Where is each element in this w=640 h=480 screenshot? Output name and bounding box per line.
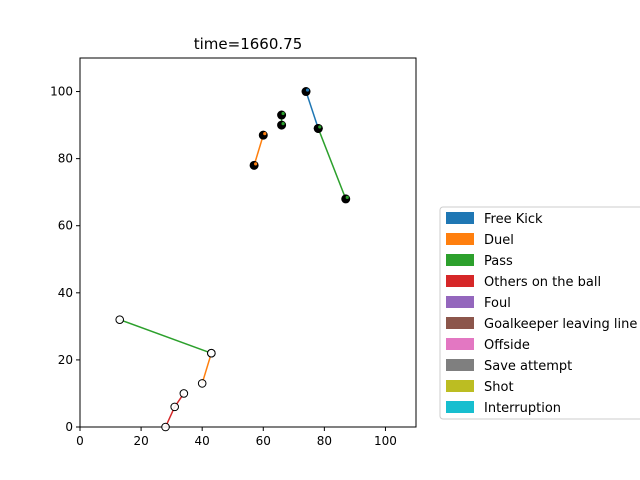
y-tick-label: 80 [58,152,73,166]
data-point [301,87,311,97]
data-point-accent [263,132,267,136]
legend-label: Pass [484,254,513,269]
legend-swatch [446,275,474,287]
event-line [119,318,212,354]
legend-label: Shot [484,380,514,395]
data-point [197,379,207,388]
x-tick-label: 20 [133,434,148,448]
legend-swatch [446,380,474,392]
event-line [201,352,213,384]
data-point [115,315,125,324]
data-point [170,402,179,412]
legend-swatch [446,212,474,224]
legend-label: Free Kick [484,212,543,227]
legend-swatch [446,254,474,266]
data-point-accent [281,121,285,126]
chart-title: time=1660.75 [194,35,303,53]
legend-label: Others on the ball [484,275,601,290]
legend-label: Goalkeeper leaving line [484,317,637,332]
x-tick-label: 0 [76,434,84,448]
data-point [258,130,268,140]
y-tick-label: 20 [58,353,73,367]
y-tick-label: 0 [65,420,73,434]
data-point-accent [281,111,285,116]
legend-swatch [446,317,474,329]
data-point [179,389,189,398]
event-lines [119,91,347,428]
legend-swatch [446,338,474,350]
data-point-accent [318,125,322,129]
x-tick-label: 60 [256,434,271,448]
event-points [115,87,351,432]
y-tick-label: 40 [58,286,73,300]
legend-swatch [446,233,474,245]
legend-swatch [446,401,474,413]
x-tick-label: 80 [317,434,332,448]
data-point [341,194,351,204]
y-axis: 0 20 40 60 80 100 [50,85,80,434]
data-point [161,422,170,432]
legend-label: Interruption [484,401,561,416]
data-point [313,123,323,133]
data-point-accent [345,195,349,199]
event-line [253,134,264,166]
x-axis: 0 20 40 60 80 100 [76,427,397,448]
data-point [207,348,216,358]
legend: Free Kick Duel Pass Others on the ball Foul G… [439,206,640,420]
y-tick-label: 60 [58,219,73,233]
x-tick-label: 100 [374,434,397,448]
legend-label: Duel [484,233,514,248]
data-point [277,120,287,130]
x-tick-label: 40 [195,434,210,448]
legend-label: Save attempt [484,359,572,374]
data-point-accent [305,88,310,92]
plot-frame [79,57,417,428]
data-point [277,110,287,120]
event-line [317,128,347,200]
data-point [249,160,259,170]
legend-swatch [446,359,474,371]
legend-label: Foul [484,296,511,311]
legend-label: Offside [484,338,530,353]
data-point-accent [254,162,258,166]
legend-swatch [446,296,474,308]
y-tick-label: 100 [50,85,73,99]
legend-box [439,206,640,420]
event-line [305,91,319,129]
